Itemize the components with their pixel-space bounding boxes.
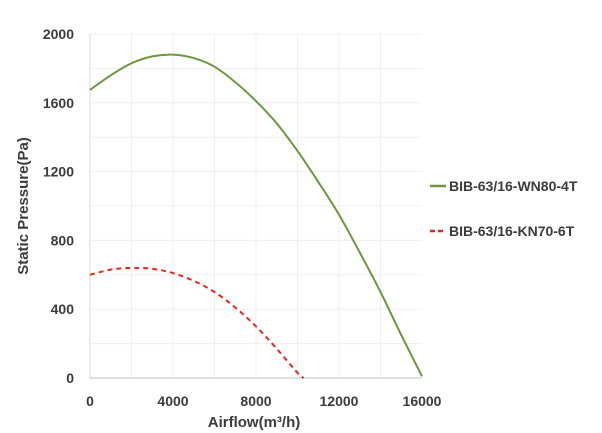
legend-label-series-2: BIB-63/16-KN70-6T	[449, 223, 575, 239]
y-tick-label: 1600	[43, 95, 74, 111]
x-axis-title: Airflow(m³/h)	[208, 414, 300, 431]
y-tick-labels: 0 400 800 1200 1600 2000	[43, 26, 74, 386]
legend-label-series-1: BIB-63/16-WN80-4T	[449, 178, 578, 194]
x-tick-label: 4000	[157, 393, 188, 409]
x-tick-labels: 0 4000 8000 12000 16000	[86, 393, 442, 409]
x-tick-label: 16000	[403, 393, 442, 409]
y-tick-label: 800	[51, 232, 75, 248]
x-tick-label: 12000	[320, 393, 359, 409]
series-line-2	[89, 266, 305, 379]
y-tick-label: 2000	[43, 26, 74, 42]
x-tick-label: 0	[86, 393, 94, 409]
x-tick-label: 8000	[240, 393, 271, 409]
y-tick-label: 1200	[43, 164, 74, 180]
y-axis-title: Static Pressure(Pa)	[15, 137, 32, 275]
y-tick-label: 400	[51, 301, 75, 317]
y-tick-label: 0	[66, 370, 74, 386]
grid-lines	[90, 33, 422, 378]
series-lines	[89, 53, 423, 379]
series-line-1	[89, 53, 423, 377]
legend: BIB-63/16-WN80-4T BIB-63/16-KN70-6T	[430, 178, 578, 239]
